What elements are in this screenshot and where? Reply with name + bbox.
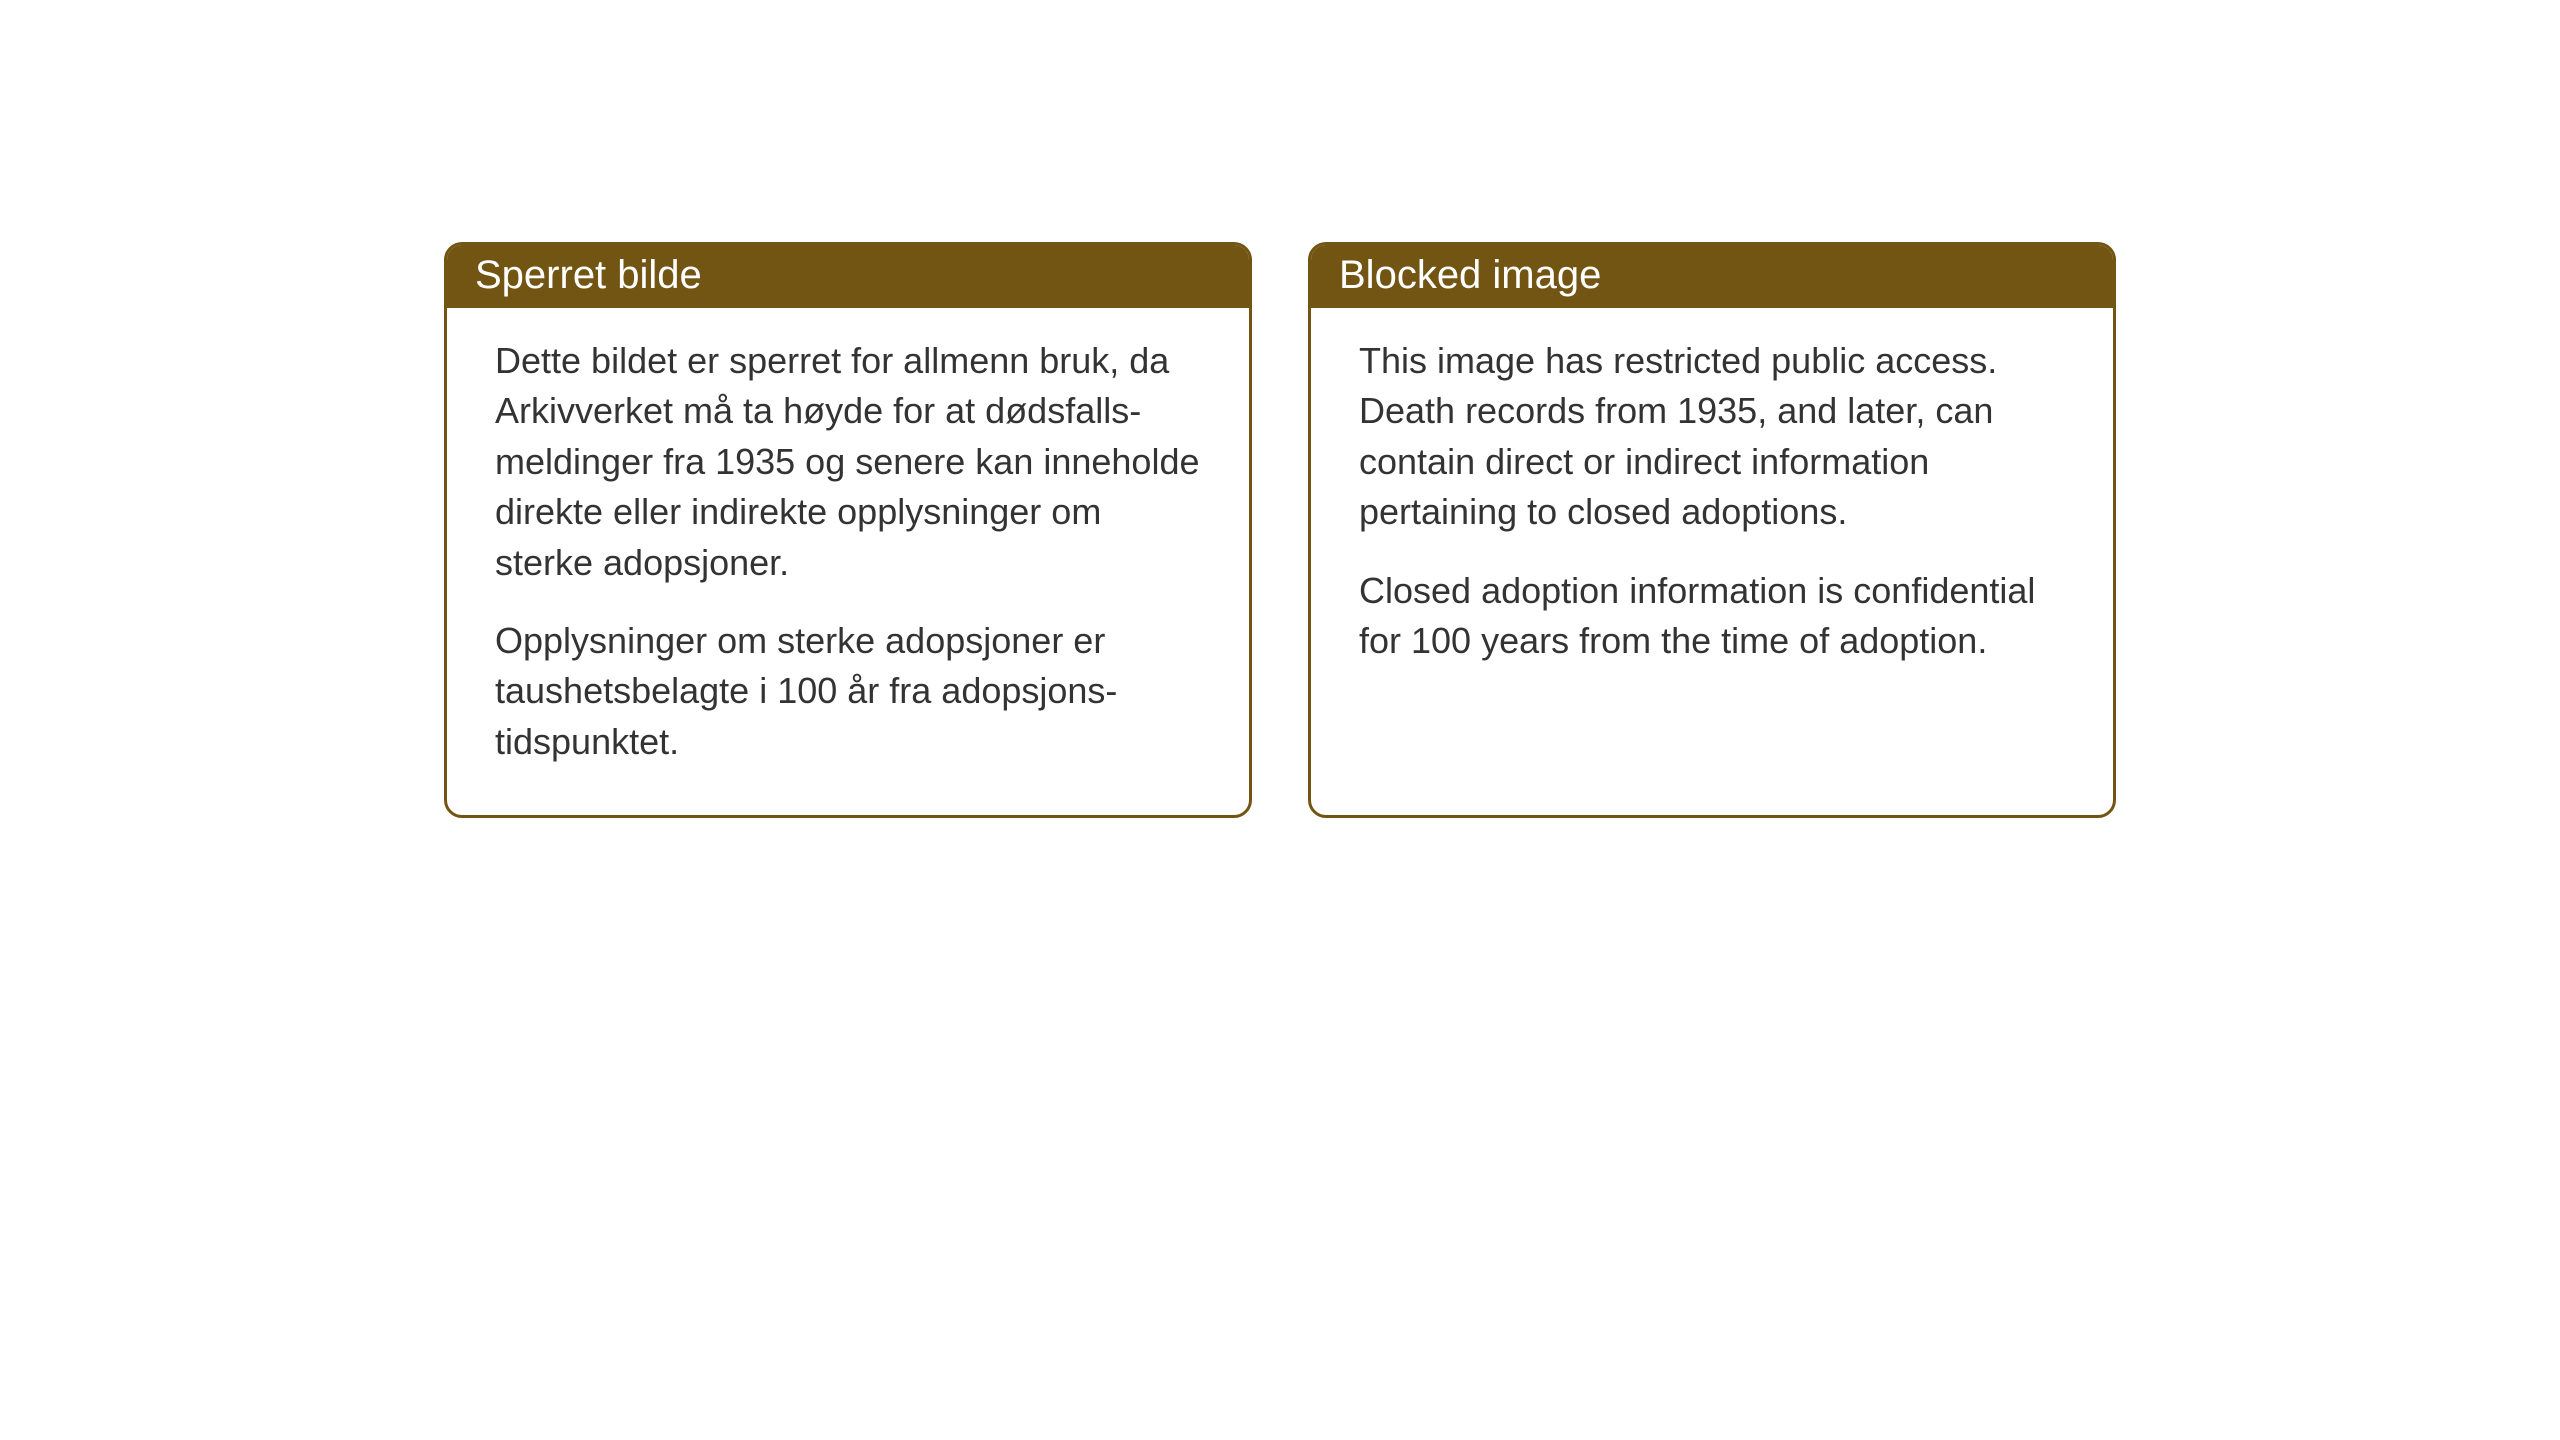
- notice-card-norwegian: Sperret bilde Dette bildet er sperret fo…: [444, 242, 1252, 818]
- card-title-english: Blocked image: [1339, 253, 1601, 297]
- card-paragraph-english-2: Closed adoption information is confident…: [1359, 566, 2073, 667]
- notice-container: Sperret bilde Dette bildet er sperret fo…: [444, 242, 2116, 818]
- card-title-norwegian: Sperret bilde: [475, 253, 702, 297]
- card-header-norwegian: Sperret bilde: [447, 245, 1249, 308]
- card-paragraph-norwegian-1: Dette bildet er sperret for allmenn bruk…: [495, 336, 1209, 588]
- card-paragraph-norwegian-2: Opplysninger om sterke adopsjoner er tau…: [495, 616, 1209, 767]
- card-header-english: Blocked image: [1311, 245, 2113, 308]
- notice-card-english: Blocked image This image has restricted …: [1308, 242, 2116, 818]
- card-body-norwegian: Dette bildet er sperret for allmenn bruk…: [447, 308, 1249, 815]
- card-paragraph-english-1: This image has restricted public access.…: [1359, 336, 2073, 538]
- card-body-english: This image has restricted public access.…: [1311, 308, 2113, 748]
